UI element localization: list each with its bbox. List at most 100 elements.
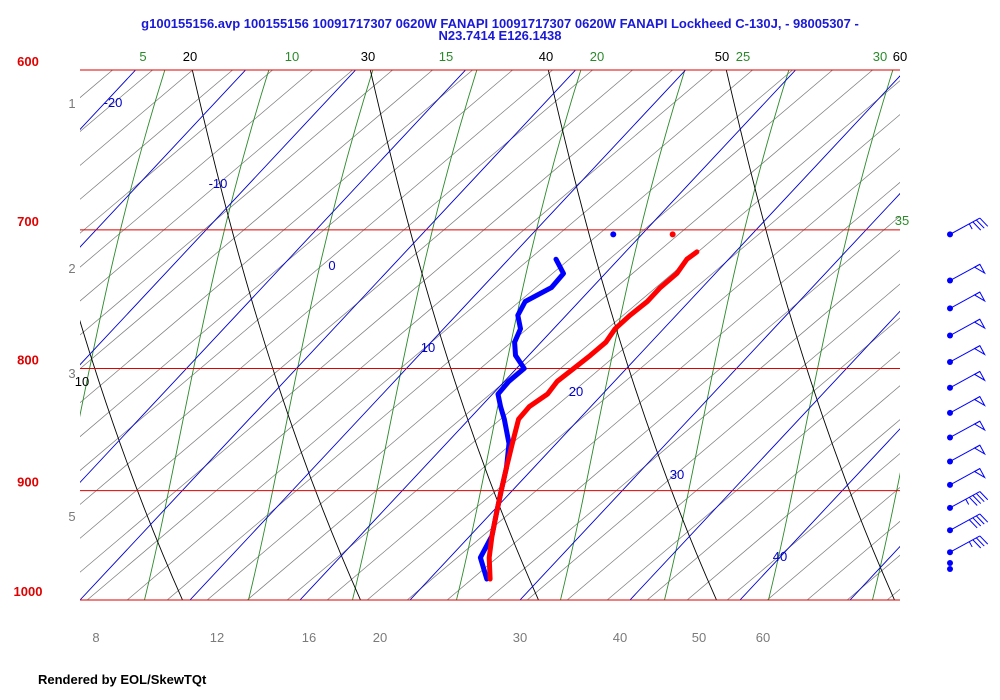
wind-barb <box>947 291 986 312</box>
wind-barb-feather <box>979 535 989 545</box>
moist-adiabat-label: 20 <box>590 49 604 64</box>
wind-barb-feather <box>972 221 982 231</box>
wind-barb-flag <box>973 444 986 456</box>
wind-barb <box>947 395 986 416</box>
mixing-ratio-line <box>80 70 314 268</box>
mixing-ratio-line <box>80 70 594 505</box>
mixing-ratio-line <box>726 453 900 600</box>
wind-barb-feather <box>972 539 982 549</box>
mixing-ratio-line <box>606 351 900 600</box>
wind-barb <box>947 420 986 441</box>
wind-barb <box>947 344 986 365</box>
dry-adiabat-line <box>0 60 9 610</box>
dry-adiabat-label: 20 <box>183 49 197 64</box>
moist-adiabat-line <box>871 472 900 600</box>
wind-barb-flag <box>973 291 986 303</box>
wind-barb-half-feather <box>965 498 970 505</box>
mixing-ratio-line <box>526 283 900 600</box>
wind-barb-feather <box>975 493 985 503</box>
mixing-ratio-label: 16 <box>302 630 316 645</box>
mixing-ratio-line <box>566 317 900 600</box>
mixing-ratio-line <box>246 70 874 600</box>
mixing-ratio-line <box>80 70 354 302</box>
wind-barb-half-feather <box>968 223 973 230</box>
moist-adiabat-line <box>974 60 1000 610</box>
mixing-ratio-line <box>80 70 154 132</box>
mixing-ratio-line <box>326 114 900 600</box>
pressure-label: 1000 <box>14 584 43 599</box>
isotherm-label: 20 <box>569 384 583 399</box>
pressure-label: 800 <box>17 352 39 367</box>
mixing-ratio-line <box>80 70 514 438</box>
moist-adiabat-line <box>351 70 478 600</box>
isotherm-line <box>849 545 900 600</box>
pressure-label: 700 <box>17 214 39 229</box>
wind-barb-flag <box>973 263 986 275</box>
mixing-ratio-label: 8 <box>92 630 99 645</box>
mixing-ratio-line <box>846 554 900 600</box>
mixing-ratio-label: 1 <box>68 96 75 111</box>
moist-adiabat-label: 10 <box>285 49 299 64</box>
dry-adiabat-label: 10 <box>75 374 89 389</box>
wind-barb-feather <box>979 217 989 227</box>
moist-adiabat-label: 35 <box>895 213 909 228</box>
wind-barb <box>947 318 986 339</box>
mixing-ratio-label: 3 <box>68 366 75 381</box>
moist-adiabat-line <box>767 70 894 600</box>
mixing-ratio-line <box>646 385 900 600</box>
wind-barb-flag <box>973 370 986 382</box>
isotherm-line <box>629 310 900 600</box>
mixing-ratio-label: 60 <box>756 630 770 645</box>
moist-adiabat-line <box>80 70 166 418</box>
wind-barb <box>947 263 986 284</box>
pressure-label: 900 <box>17 475 39 490</box>
moist-adiabat-line <box>247 70 374 600</box>
wind-barb-feather <box>968 496 978 506</box>
wind-barb-flag <box>973 467 986 479</box>
isotherm-label: 40 <box>773 549 787 564</box>
mixing-ratio-line <box>80 70 234 200</box>
mixing-ratio-line <box>80 70 674 573</box>
dry-adiabat-line <box>191 70 362 600</box>
isotherm-label: 10 <box>421 340 435 355</box>
wind-barb-feather <box>972 517 982 527</box>
temperature-marker <box>669 231 676 238</box>
pressure-label: 600 <box>17 54 39 69</box>
moist-adiabat-label: 25 <box>736 49 750 64</box>
mixing-ratio-label: 12 <box>210 630 224 645</box>
moist-adiabat-line <box>663 70 790 600</box>
wind-barb-shaft <box>949 535 981 553</box>
wind-barb-feather <box>979 491 989 501</box>
dry-adiabat-line <box>369 70 540 600</box>
dry-adiabat-label: 30 <box>361 49 375 64</box>
wind-barb-shaft <box>949 491 981 509</box>
wind-barb-feather <box>972 495 982 504</box>
wind-barb-dot <box>947 566 953 572</box>
wind-barb-half-feather <box>968 541 973 548</box>
wind-barb-flag <box>973 420 986 432</box>
dry-adiabat-line <box>80 319 184 600</box>
moist-adiabat-line <box>455 70 582 600</box>
isotherm-line <box>519 192 900 600</box>
moist-adiabat-line <box>0 60 64 610</box>
isotherm-line <box>80 70 137 131</box>
dry-adiabat-line <box>725 70 896 600</box>
dry-adiabat-line <box>547 70 718 600</box>
wind-barb-feather <box>979 513 989 523</box>
isotherm-line <box>80 70 467 484</box>
mixing-ratio-line <box>366 148 900 600</box>
mixing-ratio-line <box>80 70 474 404</box>
mixing-ratio-line <box>80 70 554 471</box>
wind-barb-shaft <box>949 217 981 235</box>
wind-barb-flag <box>973 318 986 330</box>
chart-title-line1: g100155156.avp 100155156 10091717307 062… <box>141 16 859 31</box>
dry-adiabat-label: 50 <box>715 49 729 64</box>
wind-barb <box>947 513 989 534</box>
mixing-ratio-label: 20 <box>373 630 387 645</box>
mixing-ratio-line <box>686 419 900 600</box>
isotherm-line <box>189 70 687 600</box>
wind-barb-feather <box>975 515 985 525</box>
wind-barb-flag <box>973 344 986 356</box>
isotherm-line <box>80 70 247 248</box>
mixing-ratio-line <box>286 80 900 600</box>
